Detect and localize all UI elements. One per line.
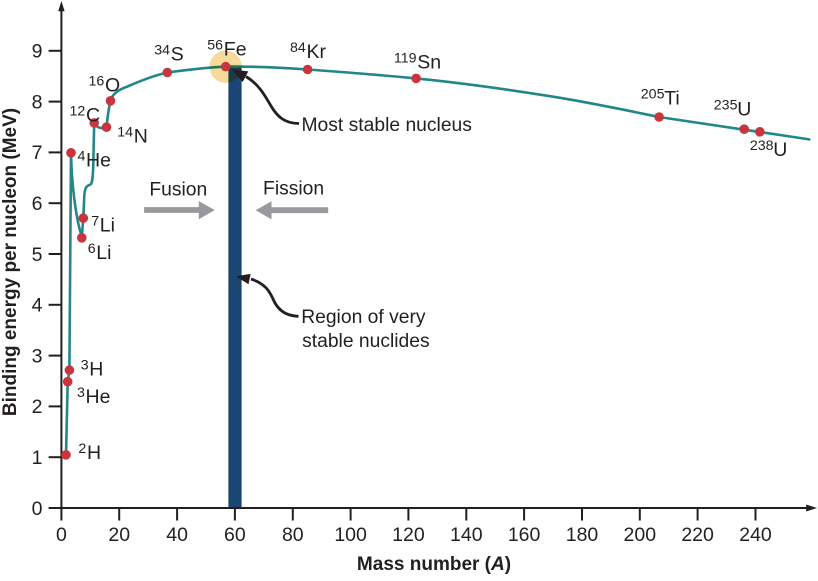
svg-text:H: H bbox=[89, 359, 103, 381]
svg-text:3: 3 bbox=[81, 358, 89, 374]
svg-text:U: U bbox=[773, 139, 787, 161]
svg-text:Fusion: Fusion bbox=[149, 179, 207, 200]
svg-text:9: 9 bbox=[32, 41, 43, 63]
svg-text:Mass number (A): Mass number (A) bbox=[357, 554, 511, 575]
svg-text:1: 1 bbox=[32, 447, 43, 469]
svg-text:40: 40 bbox=[166, 524, 188, 546]
svg-text:4: 4 bbox=[78, 149, 86, 165]
svg-text:6: 6 bbox=[32, 193, 43, 215]
svg-text:119: 119 bbox=[394, 51, 417, 67]
svg-text:56: 56 bbox=[207, 38, 223, 54]
svg-text:S: S bbox=[171, 44, 184, 66]
svg-text:7: 7 bbox=[91, 214, 99, 230]
svg-text:220: 220 bbox=[681, 524, 714, 546]
svg-text:140: 140 bbox=[450, 524, 483, 546]
svg-text:16: 16 bbox=[89, 74, 105, 90]
svg-text:6: 6 bbox=[88, 241, 96, 257]
svg-text:20: 20 bbox=[108, 524, 130, 546]
svg-text:U: U bbox=[737, 99, 751, 121]
svg-text:Binding energy per nucleon (Me: Binding energy per nucleon (MeV) bbox=[0, 108, 21, 416]
svg-text:8: 8 bbox=[32, 91, 43, 113]
svg-text:Li: Li bbox=[100, 215, 115, 237]
svg-text:Ti: Ti bbox=[664, 88, 680, 110]
svg-text:205: 205 bbox=[641, 87, 665, 103]
svg-text:0: 0 bbox=[32, 498, 43, 520]
svg-text:Region of very: Region of very bbox=[301, 307, 426, 328]
svg-text:3: 3 bbox=[77, 385, 85, 401]
svg-text:100: 100 bbox=[334, 524, 367, 546]
svg-text:200: 200 bbox=[624, 524, 657, 546]
svg-text:2: 2 bbox=[32, 396, 43, 418]
svg-text:34: 34 bbox=[154, 43, 170, 59]
svg-text:120: 120 bbox=[392, 524, 425, 546]
svg-text:Kr: Kr bbox=[307, 41, 327, 63]
svg-text:14: 14 bbox=[117, 125, 133, 141]
svg-text:H: H bbox=[87, 442, 101, 464]
svg-text:C: C bbox=[86, 105, 100, 127]
svg-text:N: N bbox=[134, 126, 148, 148]
svg-text:2: 2 bbox=[78, 441, 86, 457]
svg-text:160: 160 bbox=[508, 524, 541, 546]
svg-text:3: 3 bbox=[32, 345, 43, 367]
svg-text:0: 0 bbox=[56, 524, 67, 546]
svg-text:7: 7 bbox=[32, 142, 43, 164]
svg-text:180: 180 bbox=[566, 524, 599, 546]
svg-text:12: 12 bbox=[70, 104, 86, 120]
svg-text:Fe: Fe bbox=[224, 39, 247, 61]
svg-text:Li: Li bbox=[96, 242, 111, 264]
svg-text:240: 240 bbox=[739, 524, 772, 546]
svg-text:O: O bbox=[105, 75, 120, 97]
svg-text:80: 80 bbox=[282, 524, 304, 546]
svg-text:235: 235 bbox=[714, 98, 738, 114]
svg-text:stable nuclides: stable nuclides bbox=[302, 331, 430, 352]
svg-text:4: 4 bbox=[32, 295, 43, 317]
svg-text:He: He bbox=[86, 150, 111, 172]
svg-text:Fission: Fission bbox=[263, 179, 324, 200]
svg-text:60: 60 bbox=[224, 524, 246, 546]
svg-text:Most stable nucleus: Most stable nucleus bbox=[302, 115, 472, 136]
svg-text:5: 5 bbox=[32, 244, 43, 266]
svg-text:84: 84 bbox=[290, 40, 306, 56]
svg-text:He: He bbox=[86, 386, 111, 408]
svg-text:Sn: Sn bbox=[417, 52, 441, 74]
svg-text:238: 238 bbox=[750, 138, 774, 154]
